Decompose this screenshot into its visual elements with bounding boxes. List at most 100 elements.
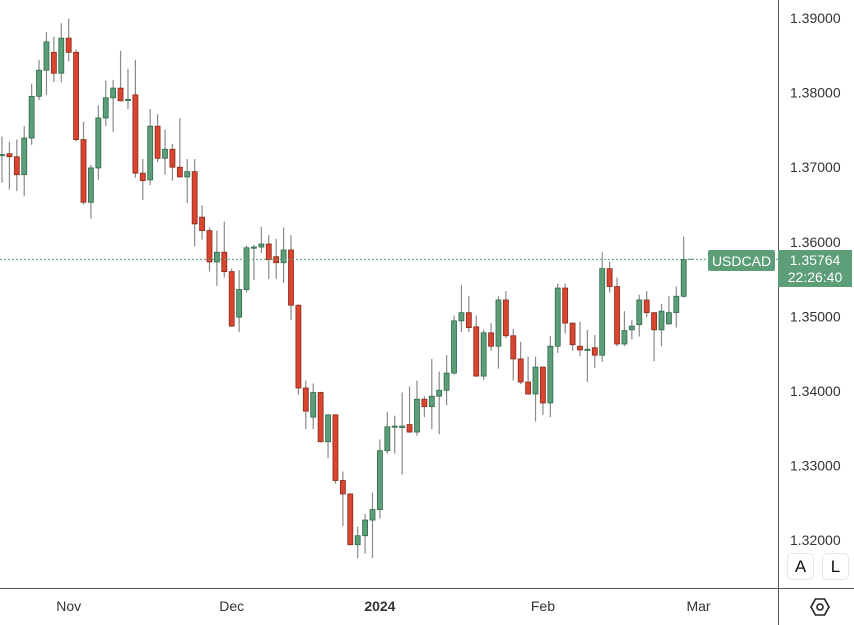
candle-body bbox=[628, 325, 635, 331]
log-scale-button[interactable]: L bbox=[822, 553, 849, 580]
candle bbox=[421, 396, 428, 418]
candle-body bbox=[495, 299, 502, 347]
candle bbox=[139, 158, 146, 201]
y-tick-label: 1.32000 bbox=[790, 532, 841, 548]
candle bbox=[6, 141, 13, 190]
candle bbox=[547, 335, 554, 418]
candle-body bbox=[569, 322, 576, 346]
candle-body bbox=[125, 98, 131, 101]
candle-body bbox=[621, 330, 628, 345]
candle-body bbox=[36, 69, 42, 97]
candle bbox=[658, 303, 665, 347]
candle-body bbox=[369, 509, 376, 521]
settings-icon[interactable] bbox=[810, 598, 830, 616]
candle bbox=[510, 329, 517, 381]
candle bbox=[280, 227, 287, 283]
candle-body bbox=[28, 95, 35, 139]
time-axis[interactable]: Nov Dec 2024 Feb Mar bbox=[56, 598, 711, 614]
candle-body bbox=[243, 247, 250, 290]
price-axis[interactable]: 1.39000 1.38000 1.37000 1.36000 1.35000 1.340… bbox=[790, 10, 841, 548]
candle-body bbox=[162, 148, 168, 159]
candle bbox=[265, 235, 272, 280]
y-tick-label: 1.35000 bbox=[790, 308, 841, 324]
y-tick-label: 1.39000 bbox=[790, 10, 841, 26]
candle bbox=[117, 50, 124, 102]
candle bbox=[362, 514, 368, 554]
candle bbox=[673, 286, 680, 328]
candle bbox=[428, 358, 435, 430]
candle-body bbox=[614, 286, 620, 345]
candle bbox=[532, 356, 539, 422]
candle-body bbox=[547, 345, 554, 404]
candle bbox=[495, 296, 502, 369]
bar-countdown: 22:26:40 bbox=[787, 269, 843, 285]
candle bbox=[332, 414, 339, 484]
candle-body bbox=[265, 243, 272, 261]
x-tick-label: Dec bbox=[219, 598, 244, 614]
candle bbox=[13, 139, 20, 192]
candle bbox=[95, 105, 102, 180]
candle bbox=[147, 109, 154, 186]
candle-body bbox=[414, 398, 420, 433]
candle bbox=[125, 68, 131, 110]
candle-body bbox=[228, 271, 235, 327]
candle bbox=[465, 296, 472, 333]
candle bbox=[540, 366, 546, 415]
candle bbox=[258, 226, 265, 253]
candle-body bbox=[13, 156, 20, 176]
candle-body bbox=[465, 312, 472, 328]
candle bbox=[451, 315, 457, 375]
auto-scale-button[interactable]: A bbox=[787, 553, 814, 580]
candle bbox=[562, 283, 569, 334]
candle-body bbox=[317, 392, 324, 443]
candle-body bbox=[421, 398, 428, 408]
candle bbox=[243, 245, 250, 293]
candle-body bbox=[480, 332, 487, 377]
candle bbox=[436, 371, 443, 435]
candle bbox=[0, 136, 5, 183]
y-tick-label: 1.34000 bbox=[790, 383, 841, 399]
candle-body bbox=[443, 372, 450, 391]
candle bbox=[228, 268, 235, 327]
candle bbox=[132, 59, 139, 178]
candle bbox=[473, 315, 480, 377]
candle bbox=[73, 49, 79, 142]
candle bbox=[191, 158, 198, 247]
last-price-badge: 1.35764 22:26:40 bbox=[778, 250, 852, 287]
candle-body bbox=[206, 230, 213, 263]
candle-body bbox=[354, 535, 361, 546]
candle-body bbox=[399, 425, 406, 428]
candle-body bbox=[102, 97, 109, 119]
candle bbox=[399, 392, 406, 475]
candle bbox=[58, 23, 65, 83]
candle-body bbox=[651, 312, 657, 331]
candle bbox=[628, 320, 635, 340]
candle-body bbox=[339, 480, 346, 495]
candle-body bbox=[532, 366, 539, 395]
candle-body bbox=[680, 259, 687, 297]
candle bbox=[651, 311, 657, 362]
candle bbox=[236, 270, 243, 333]
candle-body bbox=[606, 268, 613, 287]
candle-body bbox=[295, 304, 302, 389]
y-tick-label: 1.37000 bbox=[790, 159, 841, 175]
x-tick-label: Nov bbox=[56, 598, 81, 614]
candle-body bbox=[562, 287, 569, 324]
candle bbox=[517, 341, 524, 385]
y-tick-label: 1.33000 bbox=[790, 458, 841, 474]
candle bbox=[606, 261, 613, 293]
candle-body bbox=[65, 37, 72, 53]
candle-body bbox=[584, 348, 591, 351]
candle bbox=[377, 439, 383, 519]
candle-body bbox=[488, 332, 494, 347]
candle-body bbox=[406, 424, 413, 433]
candle-body bbox=[50, 51, 57, 74]
candle bbox=[288, 235, 294, 321]
candle-body bbox=[191, 171, 198, 225]
x-tick-label: Feb bbox=[531, 598, 555, 614]
candle bbox=[221, 221, 228, 278]
candle bbox=[80, 121, 87, 205]
candle-body bbox=[436, 389, 443, 397]
candle-body bbox=[377, 450, 383, 511]
